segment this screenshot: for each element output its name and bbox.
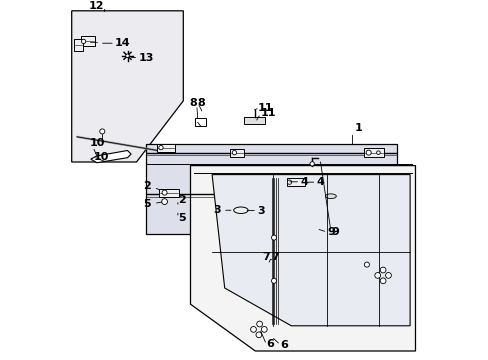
Circle shape [81,39,85,44]
Polygon shape [244,117,265,124]
Text: 8: 8 [197,98,205,108]
Circle shape [287,180,291,184]
Text: 4: 4 [300,177,307,187]
Circle shape [232,150,236,155]
Circle shape [256,321,262,327]
Polygon shape [190,166,415,351]
Ellipse shape [325,194,336,199]
Circle shape [250,327,256,332]
Bar [159,189,179,197]
Circle shape [271,235,276,240]
Text: 7: 7 [262,252,269,262]
Text: 5: 5 [178,213,185,223]
Text: 9: 9 [326,227,334,237]
Text: 6: 6 [280,340,288,350]
Polygon shape [145,144,397,234]
Text: 6: 6 [265,339,273,349]
Circle shape [309,162,314,166]
Polygon shape [91,150,131,163]
Circle shape [162,199,167,204]
Text: 5: 5 [143,199,151,209]
Bar [364,148,383,157]
Text: 13: 13 [138,53,153,63]
Bar [81,36,95,46]
Polygon shape [286,178,305,186]
Text: 4: 4 [316,177,324,187]
Circle shape [162,190,167,195]
Bar [74,39,82,51]
Circle shape [159,145,163,150]
Text: 7: 7 [271,252,279,262]
Text: 3: 3 [213,205,221,215]
Text: 1: 1 [354,123,361,133]
Text: 10: 10 [93,152,108,162]
Bar [157,144,175,152]
Polygon shape [72,11,183,162]
Text: 11: 11 [260,108,276,118]
Text: 3: 3 [257,206,264,216]
Text: 2: 2 [143,181,151,192]
Circle shape [374,273,380,278]
Text: 11: 11 [258,103,273,113]
Text: 2: 2 [178,195,185,205]
Circle shape [364,262,368,267]
Text: 12: 12 [89,1,104,12]
Text: 14: 14 [115,38,130,48]
Circle shape [385,273,390,278]
Circle shape [376,151,380,154]
Text: 9: 9 [331,227,339,237]
Bar [230,149,244,157]
Text: 8: 8 [189,98,197,108]
Circle shape [271,278,276,283]
Circle shape [380,267,385,273]
Circle shape [256,332,261,338]
Circle shape [380,278,385,284]
Ellipse shape [233,207,247,213]
Circle shape [100,129,104,134]
Text: 10: 10 [89,138,105,148]
Circle shape [125,54,129,58]
Bar [195,118,205,126]
Circle shape [366,150,370,155]
Circle shape [261,327,266,332]
Polygon shape [212,175,409,326]
